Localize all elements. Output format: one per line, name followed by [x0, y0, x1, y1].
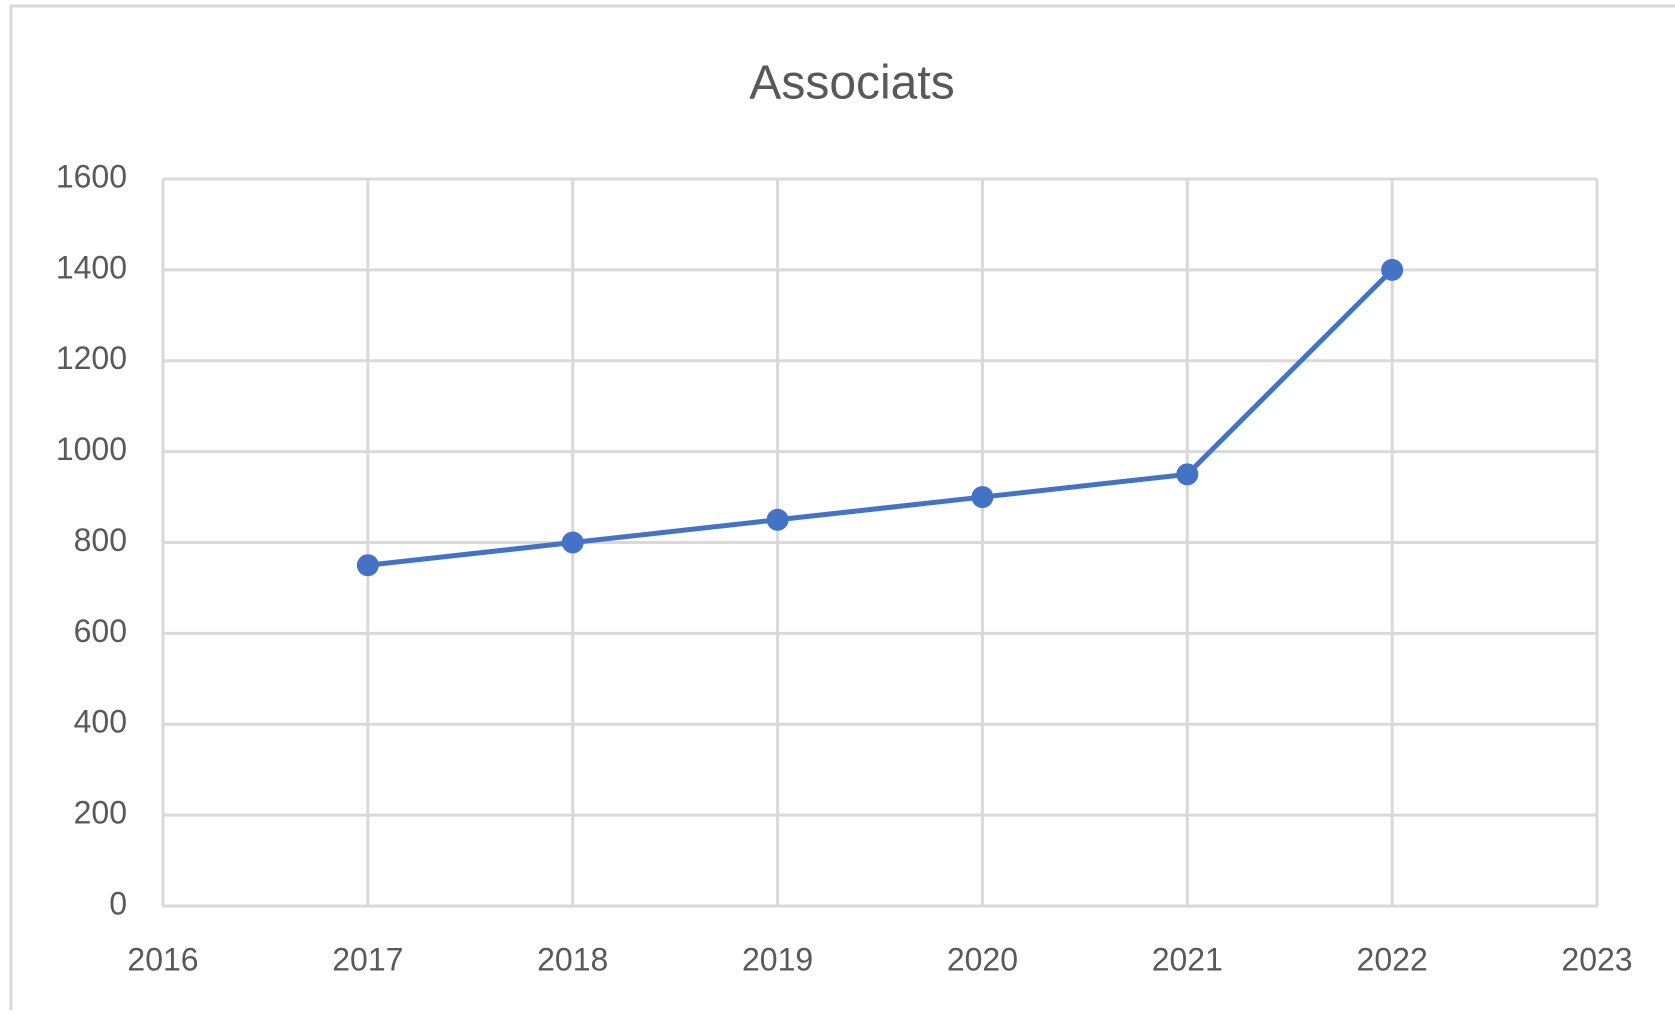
x-tick-label: 2020 [947, 941, 1018, 977]
chart-title: Associats [749, 57, 954, 110]
x-tick-label: 2022 [1357, 941, 1428, 977]
y-tick-label: 800 [74, 522, 127, 558]
marker [356, 554, 379, 577]
y-tick-label: 1600 [56, 158, 127, 194]
marker [766, 508, 789, 531]
line [367, 268, 1394, 568]
y-tick-label: 1200 [56, 340, 127, 376]
x-tick-label: 2017 [332, 941, 403, 977]
marker [561, 531, 584, 554]
marker [971, 486, 994, 509]
marker [1381, 258, 1404, 281]
x-tick-label: 2021 [1152, 941, 1223, 977]
x-tick-label: 2016 [127, 941, 198, 977]
x-tick-label: 2018 [537, 941, 608, 977]
marker [1176, 463, 1199, 486]
x-tick-label: 2023 [1561, 941, 1632, 977]
y-tick-label: 400 [74, 704, 127, 740]
x-tick-label: 2019 [742, 941, 813, 977]
y-tick-label: 1400 [56, 249, 127, 285]
chart-frame [9, 4, 1675, 1015]
y-tick-label: 600 [74, 613, 127, 649]
y-tick-label: 1000 [56, 431, 127, 467]
y-tick-label: 0 [109, 885, 127, 921]
y-tick-label: 200 [74, 795, 127, 831]
